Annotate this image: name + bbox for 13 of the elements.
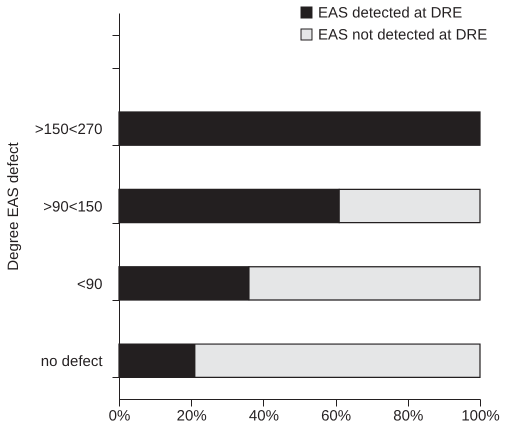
y-tick-label: >90<150 [43,198,102,216]
x-tick-label: 60% [321,408,352,424]
y-tick-label: no defect [40,353,104,370]
legend-label: EAS not detected at DRE [318,26,488,44]
legend-label: EAS detected at DRE [318,4,462,22]
x-tick-label: 100% [461,408,500,424]
x-tick-label: 80% [393,408,424,424]
y-tick-label: <90 [77,276,102,293]
x-tick-label: 0% [108,408,130,424]
x-tick-label: 20% [176,408,207,424]
y-tick-label: >150<270 [34,121,102,138]
x-tick-label: 40% [248,408,279,424]
y-axis-title: Degree EAS defect [4,141,22,271]
